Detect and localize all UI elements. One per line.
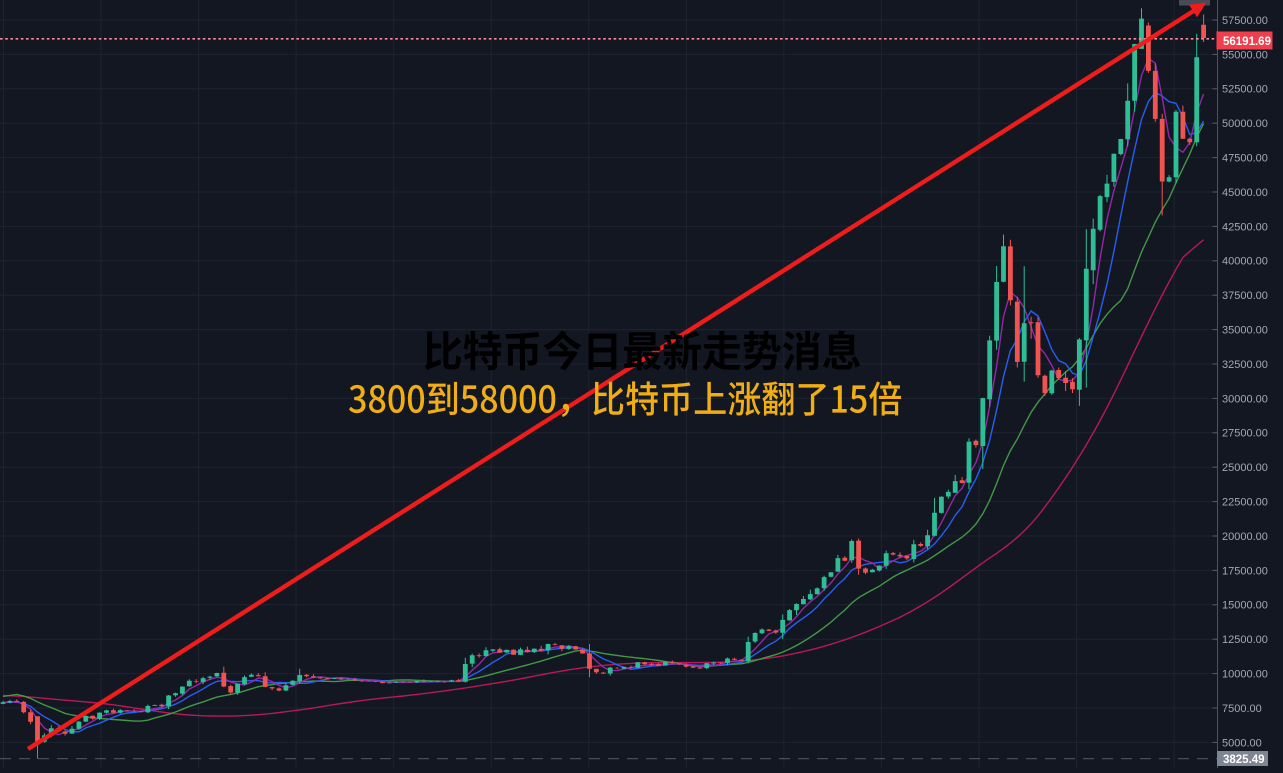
svg-text:10000.00: 10000.00 <box>1222 669 1268 681</box>
svg-text:52500.00: 52500.00 <box>1222 84 1268 96</box>
svg-text:42500.00: 42500.00 <box>1222 221 1268 233</box>
svg-text:30000.00: 30000.00 <box>1222 393 1268 405</box>
svg-text:45000.00: 45000.00 <box>1222 187 1268 199</box>
svg-text:25000.00: 25000.00 <box>1222 462 1268 474</box>
svg-text:40000.00: 40000.00 <box>1222 256 1268 268</box>
svg-text:56191.69: 56191.69 <box>1223 36 1271 48</box>
svg-text:7500.00: 7500.00 <box>1222 703 1262 715</box>
svg-text:3825.49: 3825.49 <box>1223 754 1265 766</box>
svg-text:55000.00: 55000.00 <box>1222 49 1268 61</box>
svg-text:27500.00: 27500.00 <box>1222 428 1268 440</box>
svg-text:5000.00: 5000.00 <box>1222 737 1262 749</box>
svg-text:35000.00: 35000.00 <box>1222 325 1268 337</box>
svg-text:12500.00: 12500.00 <box>1222 634 1268 646</box>
svg-text:20000.00: 20000.00 <box>1222 531 1268 543</box>
svg-text:17500.00: 17500.00 <box>1222 565 1268 577</box>
svg-text:37500.00: 37500.00 <box>1222 290 1268 302</box>
svg-text:15000.00: 15000.00 <box>1222 600 1268 612</box>
svg-text:47500.00: 47500.00 <box>1222 153 1268 165</box>
svg-text:57500.00: 57500.00 <box>1222 15 1268 27</box>
svg-text:50000.00: 50000.00 <box>1222 118 1268 130</box>
svg-text:32500.00: 32500.00 <box>1222 359 1268 371</box>
svg-text:22500.00: 22500.00 <box>1222 497 1268 509</box>
